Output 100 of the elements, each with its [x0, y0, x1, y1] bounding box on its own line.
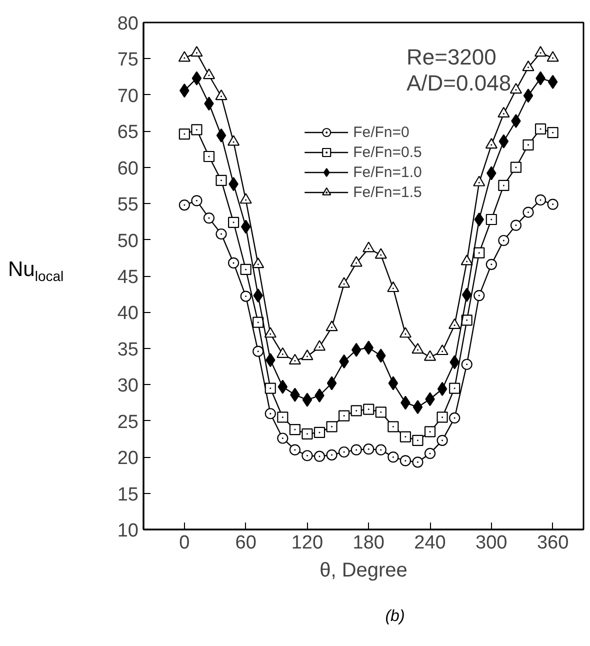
y-tick-label: 35 — [117, 339, 139, 360]
point — [387, 281, 400, 292]
point — [449, 412, 460, 424]
y-tick-label: 20 — [117, 448, 139, 470]
point — [498, 234, 510, 246]
point — [216, 128, 226, 143]
point — [240, 264, 252, 276]
legend-label: Fe/Fn=0.5 — [353, 143, 422, 161]
point — [276, 347, 289, 358]
point — [461, 358, 472, 370]
point — [412, 434, 424, 446]
point — [264, 408, 276, 420]
point — [388, 376, 398, 390]
point — [338, 410, 350, 422]
point — [192, 71, 202, 86]
point — [264, 327, 276, 338]
legend-label: Fe/Fn=1.0 — [353, 163, 422, 181]
point — [498, 134, 509, 148]
point — [289, 424, 300, 436]
point — [350, 444, 362, 456]
y-tick-label: 30 — [117, 376, 139, 397]
point — [412, 456, 424, 468]
point — [474, 212, 484, 227]
point — [510, 220, 522, 231]
text: (b) — [385, 607, 405, 627]
point — [178, 128, 190, 140]
point — [240, 290, 252, 302]
point — [424, 448, 436, 459]
point — [277, 432, 288, 444]
point — [326, 320, 338, 332]
y-tick-label: 65 — [117, 122, 139, 144]
y-tick-label: 45 — [117, 267, 139, 288]
point — [449, 382, 460, 394]
point — [498, 180, 510, 192]
point — [216, 174, 227, 186]
point — [264, 382, 276, 394]
y-tick-label: 40 — [117, 303, 139, 324]
point — [278, 380, 288, 394]
annotation: Re=3200 — [406, 44, 496, 70]
point — [412, 400, 423, 414]
x-tick-label: 300 — [476, 532, 508, 554]
point — [388, 452, 399, 463]
point — [350, 256, 362, 267]
point — [215, 89, 228, 100]
point — [190, 46, 203, 57]
point — [436, 434, 448, 446]
y-tick-label: 55 — [117, 194, 139, 216]
point — [522, 139, 534, 150]
point — [350, 405, 362, 416]
point — [191, 195, 202, 206]
y-tick-label: 60 — [117, 158, 139, 180]
point — [240, 220, 251, 234]
y-tick-label: 15 — [117, 484, 139, 506]
point — [203, 150, 215, 162]
point — [522, 60, 534, 72]
point — [314, 450, 326, 462]
x-tick-label: 60 — [235, 532, 256, 554]
x-tick-label: 120 — [291, 532, 324, 554]
point — [363, 404, 374, 415]
point — [485, 138, 498, 149]
x-tick-label: 180 — [352, 532, 384, 554]
point — [289, 444, 300, 456]
point — [363, 444, 374, 455]
point — [228, 216, 240, 228]
point — [302, 428, 313, 440]
point — [546, 51, 559, 62]
point — [240, 193, 252, 204]
point — [547, 127, 558, 138]
point — [314, 426, 326, 438]
point — [399, 327, 412, 338]
y-tick-label: 75 — [117, 50, 139, 71]
point — [178, 199, 190, 211]
point — [362, 242, 375, 252]
point — [375, 444, 386, 456]
y-tick-label: 80 — [117, 14, 139, 34]
point — [202, 68, 216, 80]
point — [424, 350, 436, 361]
point — [522, 206, 534, 218]
point — [437, 382, 448, 396]
point — [523, 88, 534, 103]
point — [474, 247, 485, 258]
point — [252, 258, 264, 268]
point — [288, 354, 301, 364]
point — [548, 74, 558, 89]
point — [412, 342, 424, 354]
point — [302, 392, 312, 407]
point — [473, 176, 486, 186]
point — [436, 412, 448, 423]
point — [400, 455, 412, 466]
point — [461, 314, 472, 326]
point — [510, 82, 522, 94]
point — [338, 446, 350, 458]
point — [486, 214, 497, 226]
point — [424, 426, 436, 438]
legend-label: Fe/Fn=1.5 — [353, 183, 422, 201]
point — [228, 257, 240, 269]
point — [534, 123, 546, 135]
x-tick-label: 360 — [536, 532, 569, 554]
y-tick-label: 10 — [117, 520, 139, 542]
point — [252, 316, 264, 328]
